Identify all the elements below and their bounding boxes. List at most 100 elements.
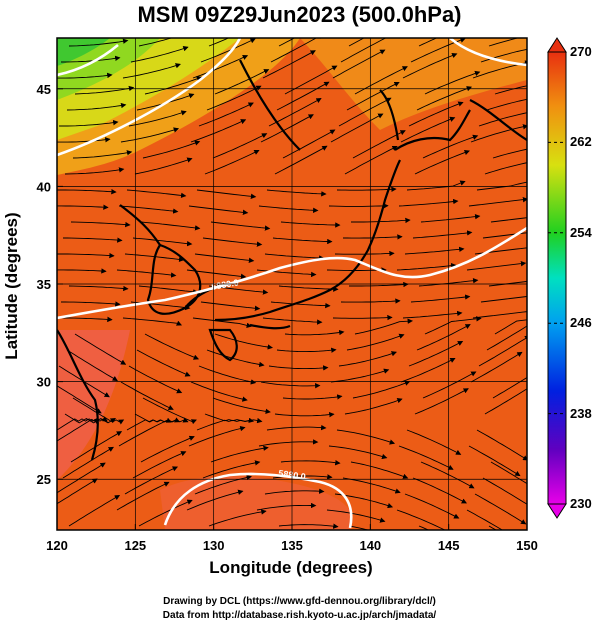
streamline	[486, 325, 527, 351]
contour-label-1: 5880.0	[211, 277, 240, 292]
streamline	[192, 54, 249, 79]
streamline	[266, 189, 327, 197]
streamline	[144, 333, 200, 360]
streamline	[272, 237, 333, 245]
streamline	[124, 466, 179, 495]
streamline	[424, 70, 481, 95]
streamline	[128, 365, 183, 394]
streamline	[200, 38, 256, 63]
x-axis: 120 125 130 135 140 145 150	[46, 524, 538, 553]
coastlines	[57, 59, 527, 461]
streamline	[484, 162, 527, 175]
streamline	[470, 124, 527, 143]
streamline	[328, 445, 388, 460]
streamline	[410, 294, 471, 303]
streamline	[416, 324, 471, 351]
streamline	[336, 186, 397, 193]
chart-title: MSM 09Z29Jun2023 (500.0hPa)	[137, 2, 462, 27]
streamline	[72, 150, 133, 159]
streamline	[62, 446, 114, 479]
streamline	[326, 267, 387, 273]
streamline	[402, 53, 458, 79]
streamline	[420, 461, 475, 489]
streamline	[278, 523, 339, 529]
streamline	[59, 119, 119, 127]
streamline	[258, 205, 319, 213]
colorbar-tick-label: 238	[570, 405, 592, 421]
streamline	[284, 329, 345, 336]
y-axis: 25 30 35 40 45	[37, 82, 63, 487]
streamline	[66, 349, 118, 382]
y-tick-label: 40	[37, 179, 51, 194]
streamline	[210, 445, 269, 463]
x-axis-label: Longitude (degrees)	[209, 558, 373, 577]
streamline	[282, 394, 343, 400]
streamline	[416, 86, 473, 111]
y-axis-label: Latitude (degrees)	[2, 212, 21, 360]
streamline	[212, 397, 271, 415]
streamline	[57, 204, 109, 210]
streamline	[470, 351, 523, 383]
streamline	[264, 488, 325, 495]
streamline	[414, 149, 470, 175]
streamline	[260, 114, 314, 143]
streamline	[264, 253, 325, 261]
streamline	[206, 85, 262, 111]
streamline	[276, 81, 330, 111]
streamline	[466, 509, 504, 530]
x-tick-label: 140	[359, 538, 381, 553]
streamline	[424, 316, 482, 335]
streamline	[349, 281, 409, 288]
streamline	[57, 72, 113, 79]
streamline	[494, 85, 527, 95]
streamline	[268, 365, 329, 371]
colorbar-tick-label: 270	[570, 44, 592, 59]
streamline	[492, 148, 527, 159]
streamline	[398, 198, 459, 207]
streamline	[328, 203, 389, 209]
contour-labels: 5880.0 5880.0	[211, 277, 307, 481]
y-tick-label: 45	[37, 82, 51, 97]
contour-lines	[57, 38, 527, 529]
streamline	[422, 371, 477, 399]
streamline	[202, 460, 261, 479]
credit-data: Data from http://database.rish.kyoto-u.a…	[162, 610, 437, 621]
streamline	[332, 314, 393, 321]
streamline	[478, 335, 527, 367]
y-tick-label: 30	[37, 375, 51, 390]
streamline	[396, 509, 452, 530]
streamline	[128, 110, 187, 127]
streamline	[61, 301, 121, 307]
streamline	[478, 112, 527, 127]
credit-drawing: Drawing by DCL (https://www.gfd-dennou.o…	[163, 596, 436, 607]
streamline	[214, 333, 273, 350]
streamline	[192, 317, 252, 328]
streamline	[480, 296, 527, 303]
streamline	[204, 149, 260, 175]
streamline	[188, 425, 246, 447]
streamline	[408, 101, 464, 127]
streamline	[398, 445, 454, 470]
streamline	[120, 381, 174, 410]
colorbar-tick-label: 246	[570, 315, 592, 331]
streamline	[68, 495, 121, 527]
streamline	[468, 445, 521, 477]
streamline	[57, 252, 115, 259]
streamline	[57, 462, 106, 494]
streamline	[342, 477, 401, 494]
streamline	[68, 285, 129, 292]
streamline	[400, 116, 456, 143]
streamline	[352, 380, 411, 399]
streamline	[208, 38, 230, 47]
streamline	[274, 145, 328, 175]
streamline	[344, 398, 403, 415]
streamline	[344, 145, 398, 175]
streamline	[466, 260, 527, 271]
streamline	[330, 368, 390, 383]
streamline	[64, 167, 125, 175]
streamline	[348, 38, 365, 47]
streamline	[61, 55, 121, 63]
streamline	[194, 253, 255, 263]
streamline	[194, 474, 252, 495]
streamline	[422, 134, 479, 159]
